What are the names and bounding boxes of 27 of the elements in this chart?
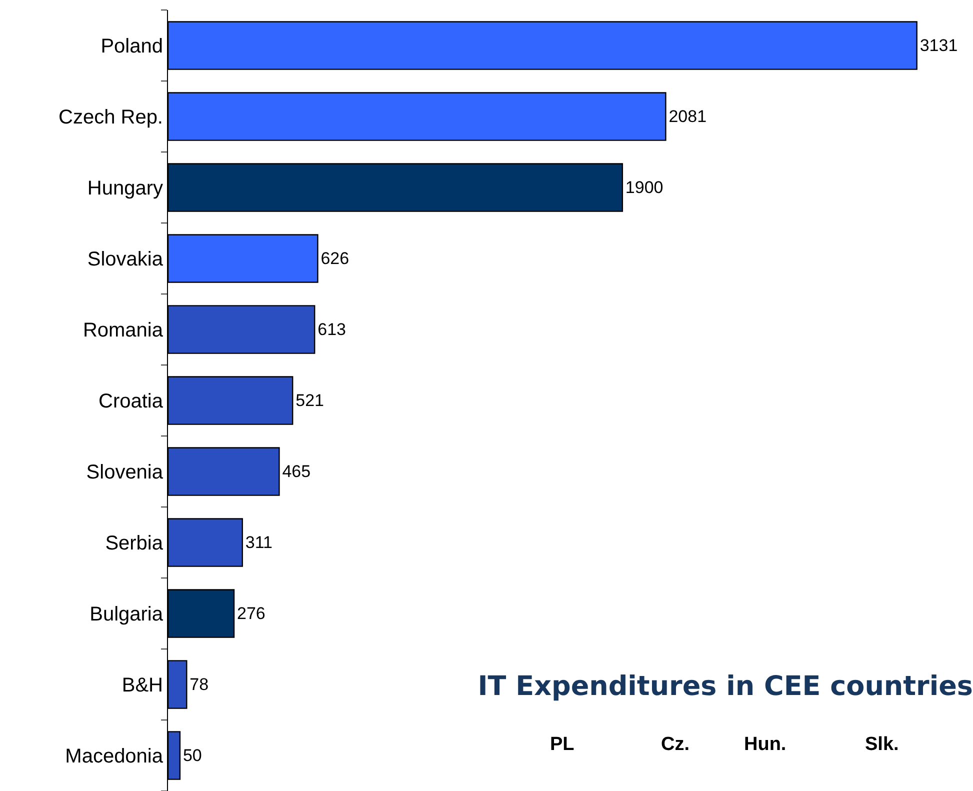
data-label: 3131 xyxy=(920,36,958,56)
data-label: 465 xyxy=(282,462,311,482)
y-tick-label: Czech Rep. xyxy=(58,106,163,128)
data-label: 78 xyxy=(190,675,209,694)
y-tick-label: Poland xyxy=(100,36,163,58)
annotation: Hun. xyxy=(744,734,786,755)
data-label: 276 xyxy=(237,604,266,624)
y-tick-label: Romania xyxy=(82,320,164,342)
y-tick-label: Macedonia xyxy=(65,746,164,768)
y-tick-label: Serbia xyxy=(105,532,164,554)
data-label: 521 xyxy=(296,391,324,410)
data-label: 311 xyxy=(245,533,272,552)
y-tick-label: Slovakia xyxy=(87,248,164,270)
annotation: Cz. xyxy=(661,734,690,755)
data-label: 2081 xyxy=(668,107,707,126)
y-tick-label: Slovenia xyxy=(86,462,164,484)
data-label: 1900 xyxy=(625,178,664,198)
annotation: PL xyxy=(550,734,575,755)
y-tick-label: B&H xyxy=(122,674,163,696)
text: IT Expenditures in CEE countries xyxy=(478,671,973,702)
y-tick-label: Croatia xyxy=(98,390,164,412)
y-tick-label: Bulgaria xyxy=(90,604,164,626)
y-tick-label: Hungary xyxy=(87,178,163,200)
data-label: 613 xyxy=(318,320,346,339)
annotation: Slk. xyxy=(865,734,899,755)
data-label: 50 xyxy=(182,746,202,765)
data-label: 626 xyxy=(320,249,350,268)
